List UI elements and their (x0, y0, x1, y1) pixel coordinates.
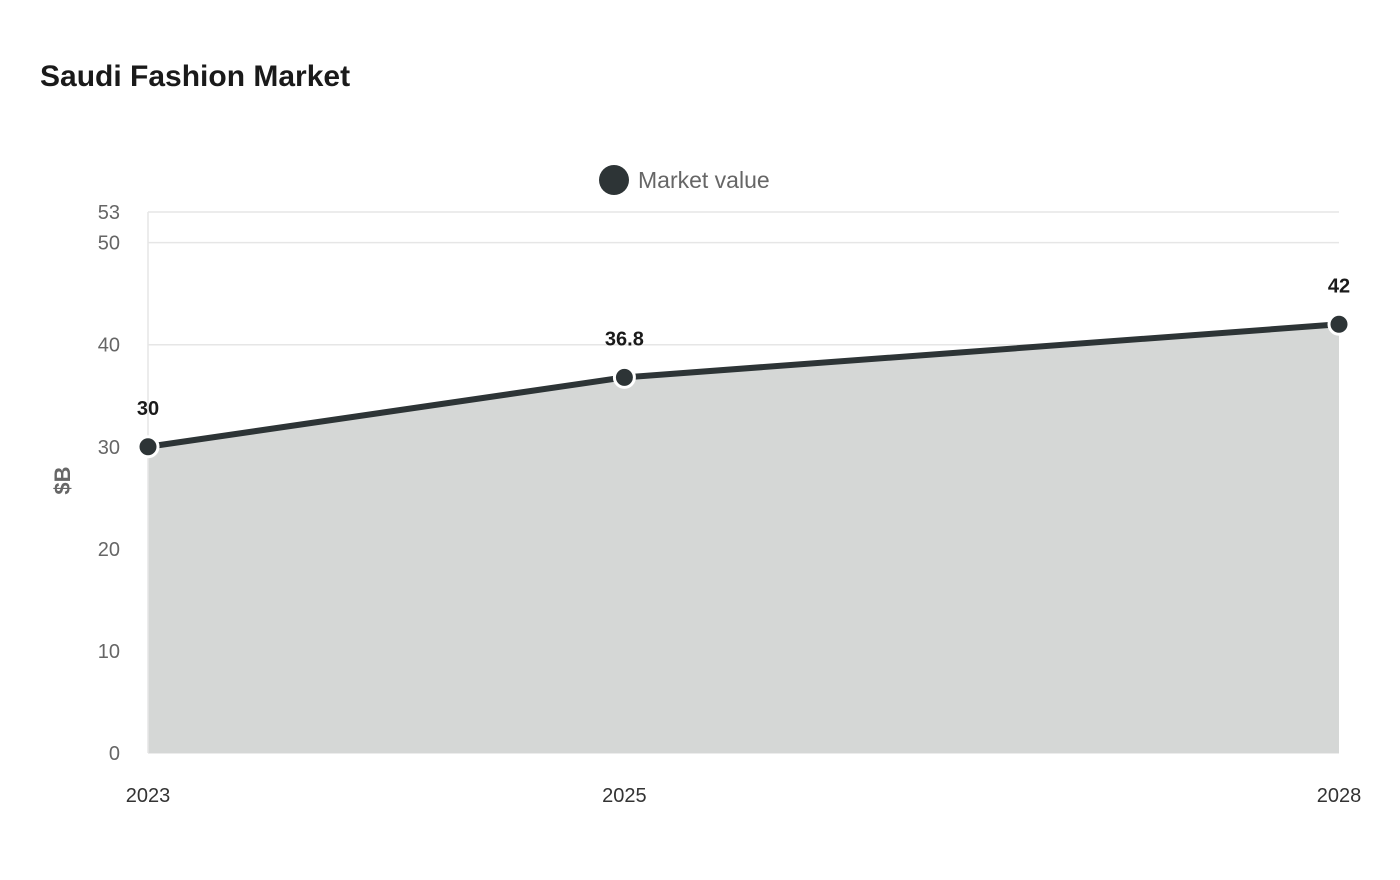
legend-marker (599, 165, 629, 195)
data-point (612, 365, 636, 389)
y-tick-label: 30 (98, 437, 120, 459)
series-layer (136, 312, 1351, 459)
area-layer (148, 324, 1339, 753)
x-tick-label: 2025 (602, 785, 647, 807)
y-axis-title: $B (50, 466, 75, 494)
y-tick-label: 53 (98, 202, 120, 224)
y-tick-label: 50 (98, 233, 120, 255)
data-label: 30 (137, 398, 159, 420)
chart-title: Saudi Fashion Market (40, 60, 351, 93)
legend: Market value (599, 165, 770, 195)
y-tick-label: 0 (109, 743, 120, 765)
y-tick-label: 10 (98, 641, 120, 663)
legend-label: Market value (638, 167, 770, 193)
y-tick-label: 20 (98, 539, 120, 561)
data-point (136, 435, 160, 459)
y-tick-label: 40 (98, 335, 120, 357)
area-fill (148, 324, 1339, 753)
x-tick-label: 2028 (1317, 785, 1362, 807)
x-tick-label: 2023 (126, 785, 171, 807)
data-point (1327, 312, 1351, 336)
data-label: 36.8 (605, 328, 644, 350)
axes: 0 10 20 30 40 50 53 2023 2025 2028 $B (50, 202, 1361, 807)
data-label: 42 (1328, 275, 1350, 297)
labels-layer: 30 36.8 42 (137, 275, 1350, 419)
